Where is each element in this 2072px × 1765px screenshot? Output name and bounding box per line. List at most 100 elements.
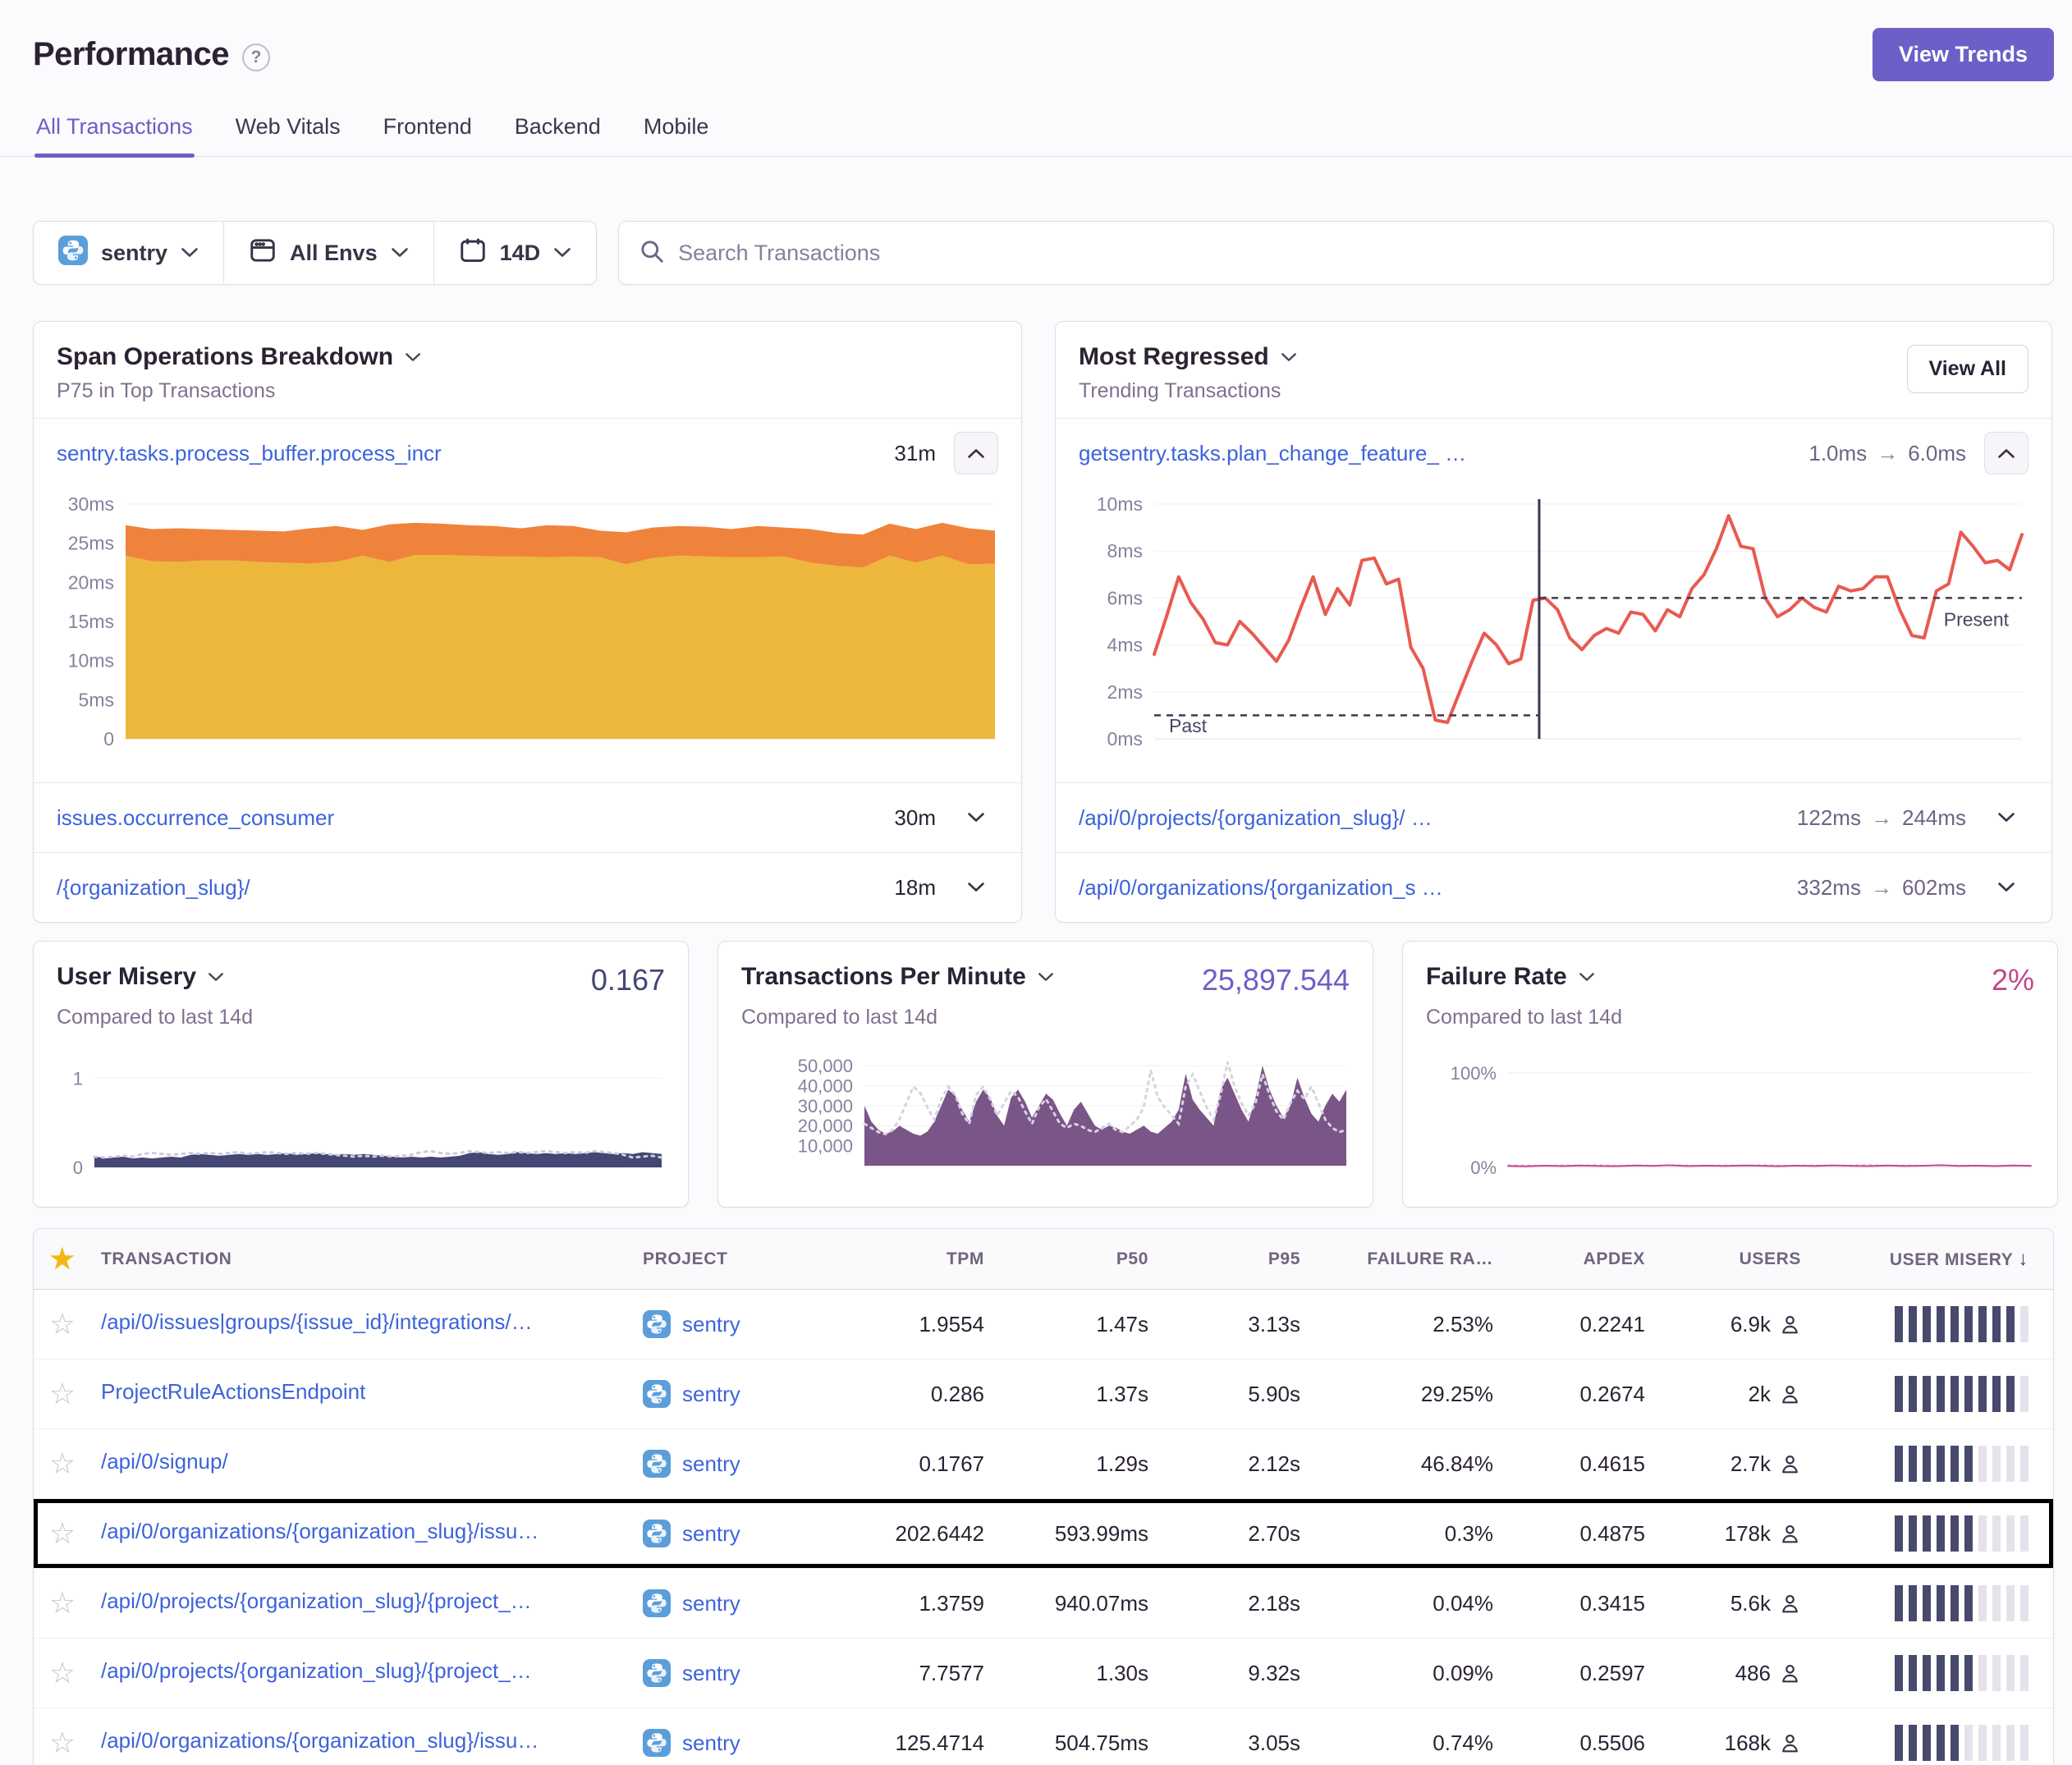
project-link[interactable]: sentry: [682, 1521, 740, 1547]
misery-bar-segment: [1964, 1725, 1973, 1761]
view-trends-button[interactable]: View Trends: [1873, 28, 2054, 81]
misery-bar-segment: [1895, 1655, 1903, 1691]
tab-mobile[interactable]: Mobile: [642, 114, 711, 156]
favorite-star-icon[interactable]: ☆: [34, 1446, 91, 1481]
table-row[interactable]: ☆ /api/0/projects/{organization_slug}/{pr…: [34, 1569, 2053, 1639]
favorite-star-icon[interactable]: ★: [34, 1243, 91, 1276]
card-subtitle: Compared to last 14d: [1426, 1006, 2034, 1029]
view-all-button[interactable]: View All: [1907, 345, 2028, 393]
project-link[interactable]: sentry: [682, 1382, 740, 1407]
table-row[interactable]: ☆ /api/0/issues|groups/{issue_id}/integra…: [34, 1290, 2053, 1359]
chevron-down-icon: [405, 352, 421, 363]
transaction-link[interactable]: ProjectRuleActionsEndpoint: [101, 1379, 365, 1405]
table-row[interactable]: ☆ /api/0/organizations/{organization_slug…: [34, 1708, 2053, 1765]
expand-chart-button[interactable]: [954, 866, 998, 909]
column-header-users[interactable]: USERS: [1655, 1249, 1811, 1269]
apdex-value: 0.3415: [1503, 1591, 1655, 1616]
project-link[interactable]: sentry: [682, 1661, 740, 1686]
page-header: Performance ? View Trends: [33, 0, 2054, 81]
project-link[interactable]: sentry: [682, 1731, 740, 1756]
column-header-apdex[interactable]: APDEX: [1503, 1249, 1655, 1269]
transaction-link[interactable]: getsentry.tasks.plan_change_feature_ …: [1079, 441, 1466, 466]
tab-frontend[interactable]: Frontend: [382, 114, 474, 156]
favorite-star-icon[interactable]: ☆: [34, 1307, 91, 1341]
duration-value: 31m: [894, 441, 936, 466]
users-value: 178k: [1655, 1521, 1811, 1547]
misery-bar-segment: [1992, 1306, 2001, 1342]
users-value: 2.7k: [1655, 1451, 1811, 1477]
expand-chart-button[interactable]: [954, 796, 998, 839]
table-header-row: ★ TRANSACTION PROJECT TPM P50 P95 FAILUR…: [34, 1229, 2053, 1290]
environment-filter-dropdown[interactable]: All Envs: [223, 222, 433, 284]
transaction-link[interactable]: /api/0/signup/: [101, 1449, 228, 1474]
tab-all-transactions[interactable]: All Transactions: [34, 114, 195, 156]
tpm-value: 1.9554: [838, 1312, 994, 1337]
column-header-project[interactable]: PROJECT: [633, 1249, 838, 1269]
table-row[interactable]: ☆ProjectRuleActionsEndpointsentry0.2861.…: [34, 1359, 2053, 1429]
span-ops-chart: 05ms10ms15ms20ms25ms30ms: [34, 488, 1021, 782]
project-link[interactable]: sentry: [682, 1312, 740, 1337]
transaction-link[interactable]: issues.occurrence_consumer: [57, 805, 334, 831]
svg-text:0: 0: [103, 728, 114, 750]
apdex-value: 0.4875: [1503, 1521, 1655, 1547]
favorite-star-icon[interactable]: ☆: [34, 1726, 91, 1760]
python-project-icon: [643, 1520, 671, 1547]
misery-bar-segment: [1978, 1515, 1987, 1552]
transaction-link[interactable]: /api/0/organizations/{organization_slug}…: [101, 1728, 539, 1754]
favorite-star-icon[interactable]: ☆: [34, 1516, 91, 1551]
column-header-tpm[interactable]: TPM: [838, 1249, 994, 1269]
most-regressed-title-dropdown[interactable]: Most Regressed: [1079, 343, 2028, 371]
column-header-p50[interactable]: P50: [994, 1249, 1158, 1269]
failure-rate-value: 46.84%: [1310, 1451, 1503, 1477]
transaction-link[interactable]: /api/0/projects/{organization_slug}/ …: [1079, 805, 1433, 831]
table-row[interactable]: ☆ /api/0/projects/{organization_slug}/{pr…: [34, 1639, 2053, 1708]
transaction-link[interactable]: /api/0/projects/{organization_slug}/{pro…: [101, 1658, 532, 1684]
table-row-selected[interactable]: ☆ /api/0/organizations/{organization_slug…: [34, 1499, 2053, 1569]
misery-bar-segment: [1923, 1655, 1931, 1691]
p95-value: 5.90s: [1158, 1382, 1310, 1407]
tab-backend[interactable]: Backend: [513, 114, 603, 156]
tpm-dropdown[interactable]: Transactions Per Minute: [741, 963, 1054, 991]
failure-rate-value: 0.04%: [1310, 1591, 1503, 1616]
project-link[interactable]: sentry: [682, 1451, 740, 1477]
svg-text:2ms: 2ms: [1107, 681, 1143, 703]
table-row[interactable]: ☆/api/0/signup/sentry0.17671.29s2.12s46.…: [34, 1429, 2053, 1499]
misery-bar-segment: [1923, 1306, 1931, 1342]
svg-text:50,000: 50,000: [798, 1056, 853, 1076]
span-ops-title-dropdown[interactable]: Span Operations Breakdown: [57, 343, 998, 371]
to-value: 6.0ms: [1908, 441, 1966, 466]
transaction-link[interactable]: /api/0/organizations/{organization_slug}…: [101, 1519, 539, 1544]
misery-bar-segment: [2020, 1306, 2028, 1342]
expand-chart-button[interactable]: [1984, 866, 2028, 909]
transaction-link[interactable]: /api/0/projects/{organization_slug}/{pro…: [101, 1588, 532, 1614]
help-icon[interactable]: ?: [242, 44, 270, 71]
transaction-link[interactable]: /{organization_slug}/: [57, 875, 250, 901]
failure-rate-card: Failure Rate 2% Compared to last 14d 100…: [1402, 941, 2058, 1208]
tpm-value: 7.7577: [838, 1661, 994, 1686]
project-link[interactable]: sentry: [682, 1591, 740, 1616]
date-range-filter-dropdown[interactable]: 14D: [433, 222, 597, 284]
favorite-star-icon[interactable]: ☆: [34, 1586, 91, 1621]
column-header-user-misery[interactable]: USER MISERY↓: [1811, 1248, 2053, 1271]
misery-bar-segment: [1937, 1725, 1945, 1761]
user-misery-gauge: [1811, 1446, 2053, 1482]
favorite-star-icon[interactable]: ☆: [34, 1656, 91, 1690]
column-header-transaction[interactable]: TRANSACTION: [91, 1249, 633, 1269]
column-header-failure-rate[interactable]: FAILURE RA…: [1310, 1249, 1503, 1269]
misery-bar-segment: [1937, 1376, 1945, 1412]
favorite-star-icon[interactable]: ☆: [34, 1377, 91, 1411]
search-transactions-input[interactable]: [678, 241, 2033, 266]
transaction-link[interactable]: /api/0/organizations/{organization_s …: [1079, 875, 1443, 901]
failure-rate-dropdown[interactable]: Failure Rate: [1426, 963, 1595, 991]
collapse-chart-button[interactable]: [954, 432, 998, 474]
collapse-chart-button[interactable]: [1984, 432, 2028, 474]
column-header-p95[interactable]: P95: [1158, 1249, 1310, 1269]
user-misery-dropdown[interactable]: User Misery: [57, 963, 224, 991]
misery-bar-segment: [1964, 1515, 1973, 1552]
user-icon: [1779, 1662, 1801, 1685]
transaction-link[interactable]: /api/0/issues|groups/{issue_id}/integrat…: [101, 1309, 533, 1335]
expand-chart-button[interactable]: [1984, 796, 2028, 839]
transaction-link[interactable]: sentry.tasks.process_buffer.process_incr: [57, 441, 442, 466]
project-filter-dropdown[interactable]: sentry: [34, 222, 223, 284]
tab-web-vitals[interactable]: Web Vitals: [234, 114, 342, 156]
